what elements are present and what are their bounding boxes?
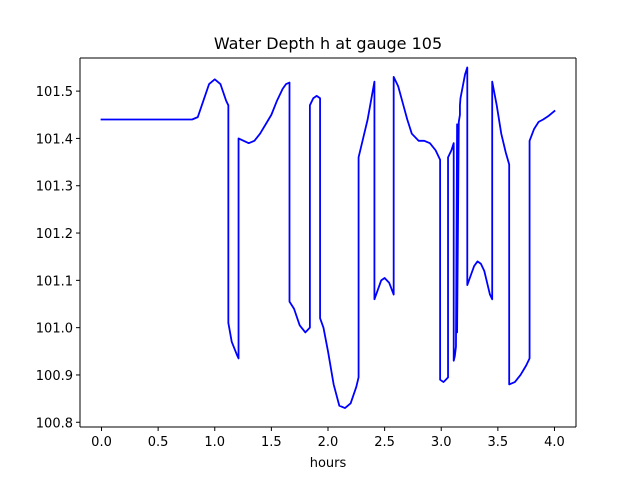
y-tick-label: 101.3: [36, 180, 73, 195]
data-series-line: [100, 66, 556, 409]
y-tick-label: 101.4: [36, 132, 73, 147]
x-tick-label: 3.0: [431, 435, 452, 450]
y-tick-label: 101.5: [36, 85, 73, 100]
x-tick-label: 2.0: [318, 435, 339, 450]
x-tick-label: 4.0: [544, 435, 565, 450]
y-tick-label: 100.9: [36, 369, 73, 384]
x-tick-label: 3.5: [488, 435, 509, 450]
y-tick-label: 101.2: [36, 227, 73, 242]
x-tick-label: 2.5: [374, 435, 395, 450]
y-tick-label: 101.1: [36, 274, 73, 289]
x-tick-label: 1.5: [261, 435, 282, 450]
x-tick-label: 0.0: [91, 435, 112, 450]
x-tick-label: 0.5: [148, 435, 169, 450]
ticks: 0.0 0.5 1.0 1.5 2.0 2.5 3.0 3.5 4.0 100.8 100.9 101…: [36, 85, 565, 450]
x-tick-label: 1.0: [204, 435, 225, 450]
y-tick-label: 100.8: [36, 416, 73, 431]
plot-area: [100, 66, 556, 409]
chart-title: Water Depth h at gauge 105: [214, 34, 442, 53]
y-tick-label: 101.0: [36, 322, 73, 337]
x-axis-title: hours: [310, 456, 347, 471]
